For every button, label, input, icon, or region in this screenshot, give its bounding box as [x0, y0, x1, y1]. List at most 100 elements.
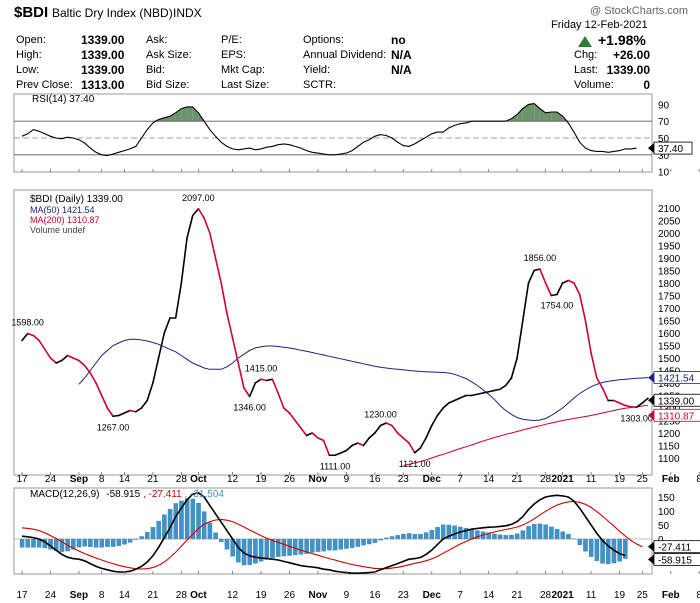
x-tick-label: 12	[227, 474, 239, 485]
rsi-last-tag-pointer	[648, 143, 654, 154]
price-segment	[294, 419, 302, 429]
price-segment	[112, 414, 120, 418]
price-segment	[504, 377, 513, 387]
price-segment	[561, 279, 570, 284]
exchange: INDX	[173, 6, 202, 20]
x-tick-label: Nov	[308, 590, 327, 601]
price-annotation: 2097.00	[182, 193, 215, 203]
macd-histogram-bar	[497, 534, 503, 540]
price-segment	[271, 378, 279, 394]
price-segment	[220, 282, 228, 314]
macd-histogram-bar	[583, 538, 588, 552]
quote-date: Friday 12-Feb-2021	[551, 19, 648, 31]
x-tick-label: 23	[398, 590, 410, 601]
price-segment	[174, 282, 183, 319]
bid-label: Bid:	[146, 64, 165, 76]
macd-histogram-bar	[110, 538, 116, 547]
price-tick-label: 1200	[658, 429, 681, 440]
price-segment	[129, 409, 137, 413]
x-tick-label: 14	[119, 474, 131, 485]
last-size-label: Last Size:	[221, 79, 270, 91]
panel-frame-0	[13, 93, 653, 173]
price-segment	[482, 390, 490, 394]
price-segment	[203, 217, 211, 234]
macd-histogram-bar	[532, 524, 537, 540]
price-annotation: 1267.00	[97, 422, 130, 432]
high-value: 1339.00	[81, 48, 125, 62]
rsi-fill-segment	[175, 108, 182, 122]
price-segment	[243, 387, 251, 398]
price-segment	[248, 382, 257, 398]
macd-histogram-bar	[332, 538, 338, 551]
last-value: 1339.00	[606, 63, 650, 77]
chg-label: Chg:	[574, 49, 598, 61]
macd-histogram-bar	[366, 538, 372, 545]
price-segment	[573, 282, 581, 296]
price-segment	[527, 269, 535, 284]
price-segment	[521, 282, 530, 322]
macd-tick-label: 100	[658, 507, 675, 518]
macd-signal-tag-pointer	[648, 541, 654, 552]
price-segment	[567, 279, 575, 284]
price-segment	[430, 414, 439, 427]
price-segment	[641, 397, 649, 404]
price-segment	[55, 359, 63, 364]
x-tick-label: 11	[586, 590, 597, 601]
last-label: Last:	[574, 64, 598, 76]
price-tick-label: 1550	[658, 342, 681, 353]
price-annotation: 1111.00	[320, 461, 351, 471]
price-segment	[618, 402, 627, 407]
x-tick-label: 16	[369, 590, 381, 601]
price-segment	[140, 399, 148, 409]
price-legend: $BDI (Daily) 1339.00	[30, 194, 123, 205]
macd-histogram-bar	[327, 538, 332, 551]
price-panel: 1100115012001250130013501400145015001550…	[11, 193, 700, 471]
macd-histogram-bar	[99, 538, 105, 548]
price-segment	[43, 348, 52, 359]
price-segment	[385, 422, 393, 427]
x-tick-label: 14	[119, 590, 131, 601]
x-tick-label: 19	[255, 590, 267, 601]
macd-histogram-bar	[492, 533, 497, 540]
macd-histogram-bar	[606, 538, 611, 565]
macd-histogram-bar	[93, 538, 99, 548]
options-label: Options:	[303, 34, 344, 46]
volume-legend: Volume undef	[30, 225, 86, 235]
macd-histogram-bar	[514, 533, 520, 540]
pe-label: P/E:	[221, 34, 242, 46]
macd-histogram-bar	[264, 538, 270, 560]
price-segment	[345, 444, 353, 452]
x-tick-label: 11	[586, 474, 597, 485]
price-segment	[61, 354, 69, 362]
x-tick-label: 17	[16, 590, 28, 601]
chg-value: +26.00	[612, 48, 650, 62]
price-segment	[231, 337, 240, 364]
ask-label: Ask:	[146, 34, 168, 46]
bid-size-label: Bid Size:	[146, 79, 190, 91]
sctr-label: SCTR:	[303, 79, 336, 91]
macd-histogram-bar	[247, 538, 252, 565]
price-segment	[487, 389, 496, 393]
ma200-last-tag-pointer	[648, 410, 654, 421]
up-arrow-icon	[578, 36, 592, 47]
price-segment	[533, 268, 541, 272]
x-tick-label: Oct	[190, 474, 207, 485]
macd-histogram-bar	[122, 538, 127, 545]
price-segment	[254, 378, 262, 384]
macd-histogram-bar	[554, 529, 560, 540]
x-tick-label: 21	[512, 590, 524, 601]
macd-histogram-bar	[31, 538, 36, 548]
macd-histogram-bar	[577, 538, 583, 546]
price-segment	[78, 359, 86, 367]
macd-histogram-bar	[617, 538, 622, 562]
ma200-last-tag: 1310.87	[658, 411, 695, 422]
price-tick-label: 2100	[658, 204, 681, 215]
macd-histogram-bar	[224, 538, 230, 550]
x-tick-label: 28	[176, 474, 188, 485]
price-segment	[374, 424, 382, 434]
price-annotation: 1415.00	[245, 363, 278, 373]
price-segment	[413, 447, 422, 454]
price-segment	[459, 394, 467, 399]
price-segment	[106, 407, 114, 418]
price-segment	[197, 207, 205, 219]
